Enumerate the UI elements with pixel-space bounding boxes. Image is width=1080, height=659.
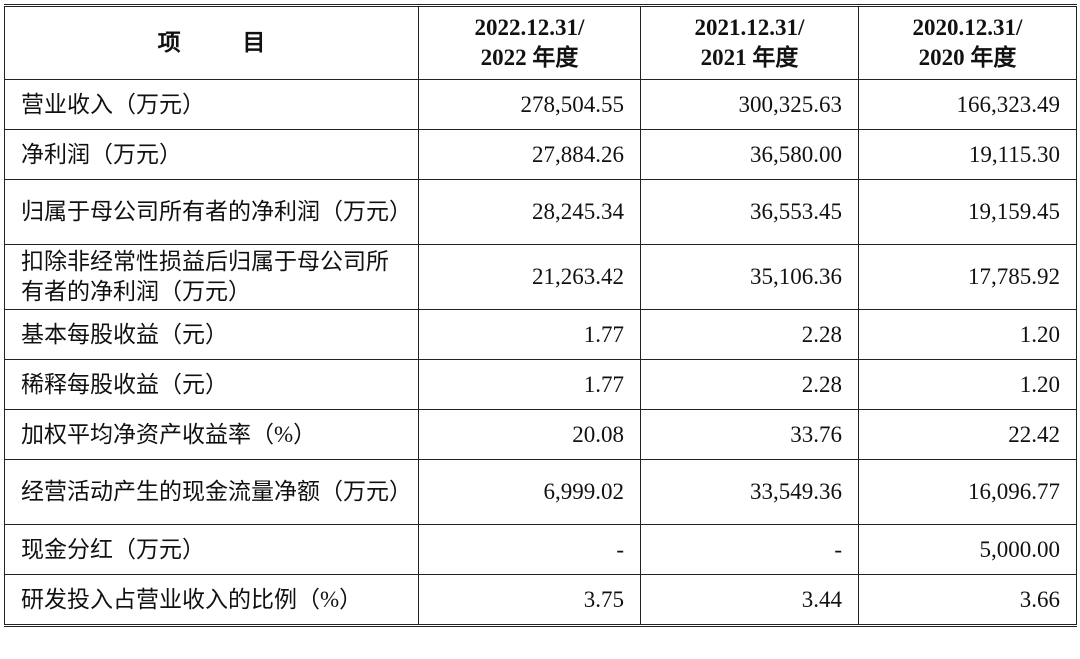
cell-2022: - bbox=[418, 524, 641, 575]
cell-2020: 17,785.92 bbox=[858, 244, 1077, 310]
row-label: 研发投入占营业收入的比例（%） bbox=[4, 574, 419, 626]
cell-2020: 19,115.30 bbox=[858, 129, 1077, 180]
cell-2020: 166,323.49 bbox=[858, 79, 1077, 130]
header-2021: 2021.12.31/ 2021 年度 bbox=[640, 5, 859, 80]
table-row-rd-ratio: 研发投入占营业收入的比例（%） 3.75 3.44 3.66 bbox=[4, 574, 1077, 626]
header-2020-year: 2020 年度 bbox=[918, 45, 1017, 70]
cell-2021: 35,106.36 bbox=[640, 244, 859, 310]
cell-2021: 300,325.63 bbox=[640, 79, 859, 130]
table-row-roe: 加权平均净资产收益率（%） 20.08 33.76 22.42 bbox=[4, 409, 1077, 460]
cell-2022: 3.75 bbox=[418, 574, 641, 626]
cell-2022: 21,263.42 bbox=[418, 244, 641, 310]
financial-table-container: 项 目 2022.12.31/ 2022 年度 2021.12.31/ 2021… bbox=[4, 4, 1077, 627]
header-2022-date: 2022.12.31/ bbox=[474, 15, 585, 40]
cell-2020: 1.20 bbox=[858, 359, 1077, 410]
financial-summary-table: 项 目 2022.12.31/ 2022 年度 2021.12.31/ 2021… bbox=[4, 4, 1077, 627]
row-label: 净利润（万元） bbox=[4, 129, 419, 180]
cell-2022: 278,504.55 bbox=[418, 79, 641, 130]
header-2020-date: 2020.12.31/ bbox=[912, 15, 1023, 40]
table-row-revenue: 营业收入（万元） 278,504.55 300,325.63 166,323.4… bbox=[4, 79, 1077, 130]
cell-2022: 20.08 bbox=[418, 409, 641, 460]
cell-2022: 1.77 bbox=[418, 359, 641, 410]
cell-2020: 19,159.45 bbox=[858, 179, 1077, 245]
row-label: 稀释每股收益（元） bbox=[4, 359, 419, 410]
cell-2021: 2.28 bbox=[640, 309, 859, 360]
table-header-row: 项 目 2022.12.31/ 2022 年度 2021.12.31/ 2021… bbox=[4, 5, 1077, 80]
table-row-cash-dividend: 现金分红（万元） - - 5,000.00 bbox=[4, 524, 1077, 575]
cell-2021: 36,553.45 bbox=[640, 179, 859, 245]
cell-2020: 3.66 bbox=[858, 574, 1077, 626]
row-label: 加权平均净资产收益率（%） bbox=[4, 409, 419, 460]
cell-2021: 2.28 bbox=[640, 359, 859, 410]
table-row-net-profit-parent: 归属于母公司所有者的净利润（万元） 28,245.34 36,553.45 19… bbox=[4, 179, 1077, 245]
cell-2022: 1.77 bbox=[418, 309, 641, 360]
row-label: 现金分红（万元） bbox=[4, 524, 419, 575]
cell-2021: 3.44 bbox=[640, 574, 859, 626]
header-2021-year: 2021 年度 bbox=[700, 45, 799, 70]
table-row-net-profit-deducted: 扣除非经常性损益后归属于母公司所有者的净利润（万元） 21,263.42 35,… bbox=[4, 244, 1077, 310]
cell-2021: 33,549.36 bbox=[640, 459, 859, 525]
row-label: 扣除非经常性损益后归属于母公司所有者的净利润（万元） bbox=[4, 244, 419, 310]
row-label: 归属于母公司所有者的净利润（万元） bbox=[4, 179, 419, 245]
header-item: 项 目 bbox=[4, 5, 419, 80]
header-2022: 2022.12.31/ 2022 年度 bbox=[418, 5, 641, 80]
header-item-label: 项 目 bbox=[157, 30, 294, 55]
header-2020: 2020.12.31/ 2020 年度 bbox=[858, 5, 1077, 80]
cell-2022: 28,245.34 bbox=[418, 179, 641, 245]
row-label: 基本每股收益（元） bbox=[4, 309, 419, 360]
table-row-operating-cash-flow: 经营活动产生的现金流量净额（万元） 6,999.02 33,549.36 16,… bbox=[4, 459, 1077, 525]
table-row-net-profit: 净利润（万元） 27,884.26 36,580.00 19,115.30 bbox=[4, 129, 1077, 180]
table-row-basic-eps: 基本每股收益（元） 1.77 2.28 1.20 bbox=[4, 309, 1077, 360]
cell-2021: - bbox=[640, 524, 859, 575]
row-label: 营业收入（万元） bbox=[4, 79, 419, 130]
cell-2021: 36,580.00 bbox=[640, 129, 859, 180]
cell-2021: 33.76 bbox=[640, 409, 859, 460]
cell-2020: 1.20 bbox=[858, 309, 1077, 360]
cell-2020: 5,000.00 bbox=[858, 524, 1077, 575]
header-2021-date: 2021.12.31/ bbox=[694, 15, 805, 40]
cell-2020: 16,096.77 bbox=[858, 459, 1077, 525]
header-2022-year: 2022 年度 bbox=[480, 45, 579, 70]
table-row-diluted-eps: 稀释每股收益（元） 1.77 2.28 1.20 bbox=[4, 359, 1077, 410]
cell-2022: 6,999.02 bbox=[418, 459, 641, 525]
cell-2020: 22.42 bbox=[858, 409, 1077, 460]
cell-2022: 27,884.26 bbox=[418, 129, 641, 180]
row-label: 经营活动产生的现金流量净额（万元） bbox=[4, 459, 419, 525]
